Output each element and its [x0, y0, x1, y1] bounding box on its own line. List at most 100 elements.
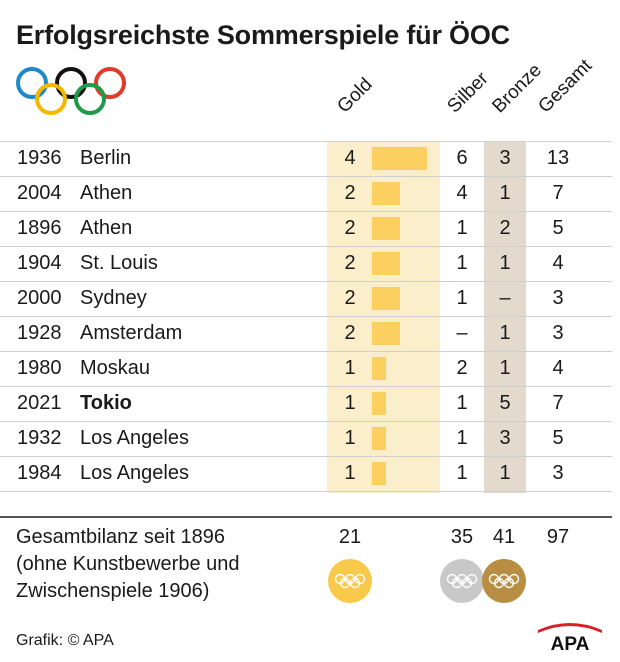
row-silver-value: 1: [456, 462, 468, 484]
table-row: 2021 Tokio 1 1 5 7: [0, 386, 612, 421]
ring-green: [74, 83, 106, 115]
row-year: 1984: [17, 462, 62, 484]
gold-bar: [372, 357, 386, 380]
gold-medal-icon: [328, 559, 372, 603]
row-city: Los Angeles: [80, 427, 189, 449]
gold-bar: [372, 322, 400, 345]
bronze-column-highlight: [484, 141, 526, 493]
row-city: Amsterdam: [80, 322, 183, 344]
row-year: 2004: [17, 182, 62, 204]
row-year: 1896: [17, 217, 62, 239]
gold-bar: [372, 462, 386, 485]
summary-total-value: 97: [546, 526, 570, 548]
row-silver-value: 1: [456, 287, 468, 309]
row-year: 2000: [17, 287, 62, 309]
gold-bar: [372, 217, 400, 240]
summary-label: Gesamtbilanz seit 1896: [16, 526, 226, 548]
summary-note-line2: Zwischenspiele 1906): [16, 580, 210, 602]
row-divider: [0, 211, 612, 212]
row-city: Moskau: [80, 357, 151, 379]
row-gold-value: 1: [344, 427, 356, 449]
footer-credit: Grafik: © APA: [16, 632, 114, 649]
summary-bronze-value: 41: [492, 526, 516, 548]
row-bronze-value: 2: [499, 217, 511, 239]
row-total-value: 4: [552, 357, 564, 379]
row-silver-value: 1: [456, 392, 468, 414]
row-silver-value: 1: [456, 427, 468, 449]
row-city: Athen: [80, 182, 133, 204]
row-divider: [0, 456, 612, 457]
table-row: 1904 St. Louis 2 1 1 4: [0, 246, 612, 281]
row-gold-value: 1: [344, 392, 356, 414]
table-row: 1932 Los Angeles 1 1 3 5: [0, 421, 612, 456]
row-city: Athen: [80, 217, 133, 239]
row-divider: [0, 281, 612, 282]
row-silver-value: –: [456, 322, 468, 344]
row-bronze-value: 5: [499, 392, 511, 414]
row-total-value: 5: [552, 217, 564, 239]
row-year: 1980: [17, 357, 62, 379]
table-row: 1984 Los Angeles 1 1 1 3: [0, 456, 612, 491]
row-gold-value: 2: [344, 287, 356, 309]
row-divider: [0, 421, 612, 422]
column-header-total: Gesamt: [534, 55, 597, 118]
row-divider: [0, 246, 612, 247]
table-row: 1928 Amsterdam 2 – 1 3: [0, 316, 612, 351]
summary-note-line1: (ohne Kunstbewerbe und: [16, 553, 240, 575]
row-silver-value: 1: [456, 217, 468, 239]
column-header-bronze: Bronze: [488, 59, 546, 118]
row-divider: [0, 316, 612, 317]
row-city: St. Louis: [80, 252, 158, 274]
row-divider: [0, 141, 612, 142]
row-total-value: 3: [552, 287, 564, 309]
table-row: 1936 Berlin 4 6 3 13: [0, 141, 612, 176]
gold-bar: [372, 427, 386, 450]
olympic-rings-icon: [16, 67, 126, 115]
row-silver-value: 2: [456, 357, 468, 379]
row-year: 2021: [17, 392, 62, 414]
row-divider: [0, 386, 612, 387]
row-gold-value: 2: [344, 182, 356, 204]
row-total-value: 13: [546, 147, 570, 169]
row-year: 1904: [17, 252, 62, 274]
row-gold-value: 2: [344, 217, 356, 239]
row-total-value: 7: [552, 392, 564, 414]
ring-yellow: [35, 83, 67, 115]
apa-logo-text: APA: [551, 634, 590, 652]
row-bronze-value: 1: [499, 357, 511, 379]
ring-blue: [16, 67, 48, 99]
gold-bar: [372, 392, 386, 415]
gold-bar: [372, 252, 400, 275]
apa-logo: APA: [538, 623, 602, 652]
row-bronze-value: 3: [499, 147, 511, 169]
row-silver-value: 4: [456, 182, 468, 204]
row-bronze-value: 1: [499, 462, 511, 484]
row-total-value: 4: [552, 252, 564, 274]
summary-gold-value: 21: [338, 526, 362, 548]
row-total-value: 3: [552, 322, 564, 344]
row-total-value: 5: [552, 427, 564, 449]
column-header-silver: Silber: [443, 68, 493, 118]
row-divider: [0, 351, 612, 352]
row-city: Tokio: [80, 392, 132, 414]
table-row: 1980 Moskau 1 2 1 4: [0, 351, 612, 386]
row-bronze-value: 1: [499, 182, 511, 204]
row-city: Berlin: [80, 147, 132, 169]
row-city: Los Angeles: [80, 462, 189, 484]
row-divider: [0, 176, 612, 177]
row-gold-value: 2: [344, 252, 356, 274]
bronze-medal-icon: [482, 559, 526, 603]
row-divider: [0, 491, 612, 492]
row-bronze-value: 1: [499, 252, 511, 274]
column-header-gold: Gold: [333, 74, 377, 118]
row-year: 1936: [17, 147, 62, 169]
row-total-value: 7: [552, 182, 564, 204]
row-silver-value: 6: [456, 147, 468, 169]
gold-bar: [372, 182, 400, 205]
table-row: 2000 Sydney 2 1 – 3: [0, 281, 612, 316]
row-gold-value: 4: [344, 147, 356, 169]
row-gold-value: 1: [344, 462, 356, 484]
chart-title: Erfolgsreichste Sommerspiele für ÖOC: [16, 20, 510, 50]
row-gold-value: 2: [344, 322, 356, 344]
table-row: 1896 Athen 2 1 2 5: [0, 211, 612, 246]
